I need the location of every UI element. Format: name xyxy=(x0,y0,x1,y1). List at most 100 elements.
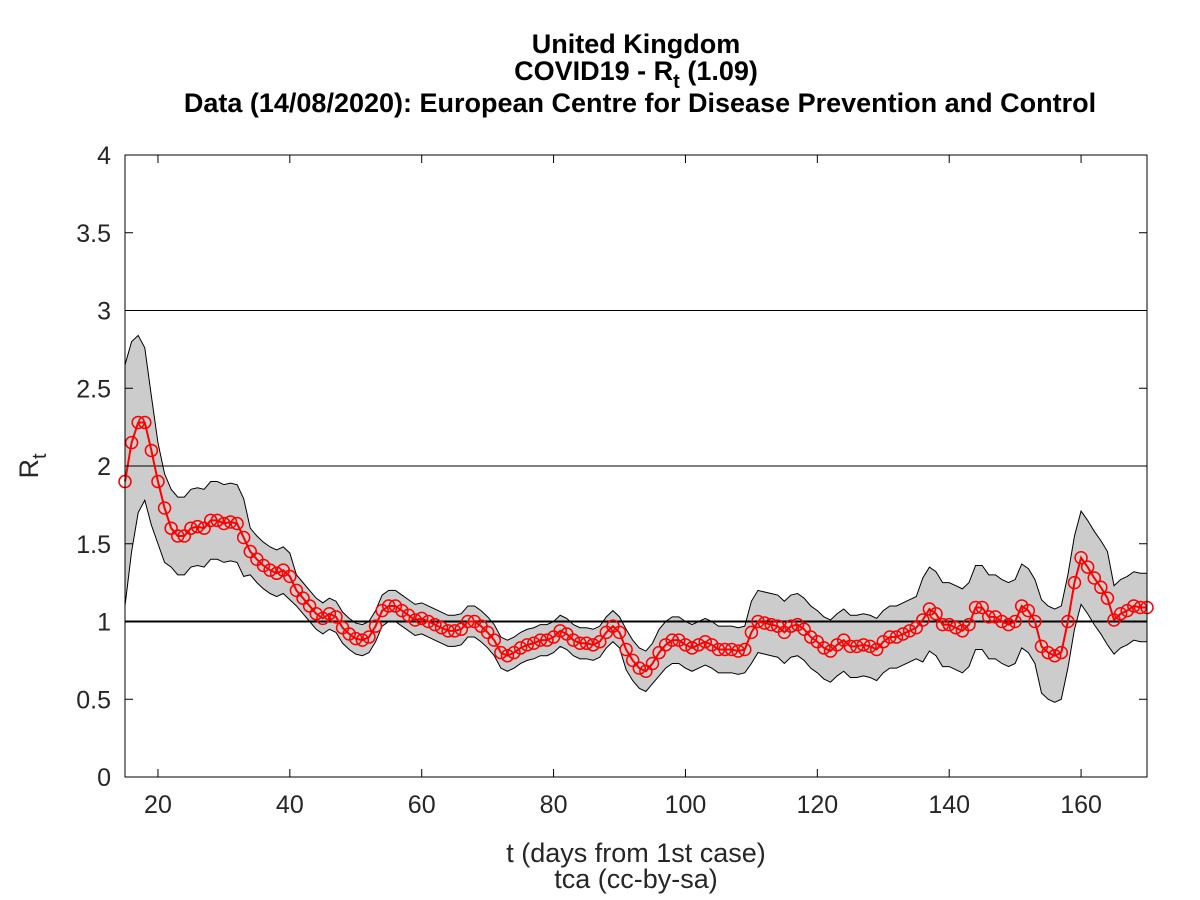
rt-marker xyxy=(513,641,528,655)
y-axis-label: Rt xyxy=(14,453,51,479)
rt-marker xyxy=(553,624,567,638)
rt-marker xyxy=(1054,645,1069,660)
rt-marker xyxy=(236,530,251,545)
rt-marker xyxy=(362,630,376,644)
rt-marker xyxy=(1008,614,1022,629)
rt-marker xyxy=(302,599,317,613)
y-tick-label: 0.5 xyxy=(76,686,111,714)
rt-marker xyxy=(632,661,647,675)
rt-marker xyxy=(520,638,534,652)
rt-marker xyxy=(210,513,225,528)
rt-marker xyxy=(843,639,858,654)
rt-marker xyxy=(1094,580,1108,595)
rt-marker xyxy=(645,656,660,671)
rt-marker xyxy=(863,639,877,654)
rt-marker xyxy=(1080,560,1095,574)
y-tick-label: 3 xyxy=(97,298,111,326)
rt-marker xyxy=(138,415,152,430)
rt-marker xyxy=(850,639,864,654)
rt-marker xyxy=(269,566,284,581)
subtitle-subscript: t xyxy=(673,71,680,93)
rt-marker xyxy=(487,633,501,647)
rt-marker xyxy=(691,638,706,652)
rt-marker xyxy=(962,617,976,632)
rt-marker xyxy=(586,638,600,652)
rt-marker xyxy=(368,619,383,633)
subtitle-text: (1.09) xyxy=(680,56,758,86)
rt-marker xyxy=(170,529,185,543)
rt-marker xyxy=(1127,599,1141,613)
rt-marker xyxy=(355,633,370,647)
chart-subtitle: COVID19 - Rt (1.09) xyxy=(514,56,758,93)
rt-marker xyxy=(935,617,950,632)
rt-marker xyxy=(718,642,732,657)
rt-marker xyxy=(203,513,218,528)
rt-marker xyxy=(698,634,712,649)
rt-marker xyxy=(1028,614,1042,629)
rt-marker xyxy=(856,638,871,652)
chart-title: United Kingdom xyxy=(532,29,740,59)
rt-marker xyxy=(414,611,429,626)
rt-marker xyxy=(461,614,475,629)
rt-marker xyxy=(289,583,304,598)
rt-marker xyxy=(757,616,772,630)
x-tick-label: 160 xyxy=(1060,791,1102,819)
rt-marker xyxy=(685,641,699,655)
rt-marker xyxy=(329,610,343,624)
rt-marker xyxy=(1021,603,1036,618)
footer: tca (cc-by-sa) xyxy=(554,864,718,894)
rt-marker xyxy=(527,636,541,651)
rt-marker xyxy=(322,606,337,621)
rt-marker xyxy=(263,563,277,577)
rt-marker xyxy=(1061,614,1075,629)
rt-marker xyxy=(724,642,739,657)
rt-marker xyxy=(500,648,515,663)
rt-marker xyxy=(480,625,495,640)
rt-marker xyxy=(738,642,752,657)
rt-marker xyxy=(441,624,455,638)
subtitle-text: COVID19 - R xyxy=(514,56,673,86)
rt-marker xyxy=(408,613,422,627)
rt-marker xyxy=(909,620,923,635)
rt-marker xyxy=(889,630,904,644)
rt-marker xyxy=(434,620,449,635)
rt-marker xyxy=(197,521,211,535)
rt-marker xyxy=(1113,606,1128,621)
rt-marker xyxy=(665,633,680,647)
rt-marker xyxy=(223,515,238,529)
rt-marker xyxy=(217,516,231,531)
rt-marker xyxy=(975,600,989,615)
y-tick-label: 0 xyxy=(97,764,111,792)
rt-marker xyxy=(784,619,798,633)
rt-marker xyxy=(652,645,666,660)
rt-marker xyxy=(144,443,159,458)
rt-marker xyxy=(230,516,244,531)
rt-marker xyxy=(157,501,172,515)
rt-marker xyxy=(619,642,633,657)
rt-marker xyxy=(678,638,693,652)
rt-marker xyxy=(1041,645,1055,660)
rt-marker xyxy=(731,644,745,658)
rt-marker xyxy=(124,435,139,450)
x-tick-label: 100 xyxy=(665,791,707,819)
rt-marker xyxy=(454,622,469,637)
rt-marker xyxy=(625,653,640,668)
x-tick-label: 120 xyxy=(796,791,838,819)
rt-marker xyxy=(1087,571,1102,585)
rt-marker xyxy=(916,613,930,627)
rt-marker xyxy=(447,624,462,638)
rt-marker xyxy=(942,617,956,632)
chart-source: Data (14/08/2020): European Centre for D… xyxy=(184,88,1096,118)
rt-marker xyxy=(982,610,996,624)
rt-marker xyxy=(764,617,778,632)
x-tick-label: 140 xyxy=(928,791,970,819)
rt-marker xyxy=(797,622,811,637)
rt-marker xyxy=(995,614,1009,629)
x-tick-label: 40 xyxy=(276,791,304,819)
rt-marker xyxy=(968,600,983,615)
x-tick-label: 60 xyxy=(408,791,436,819)
rt-marker xyxy=(190,519,205,534)
rt-marker xyxy=(1001,617,1016,632)
rt-marker xyxy=(883,630,897,644)
